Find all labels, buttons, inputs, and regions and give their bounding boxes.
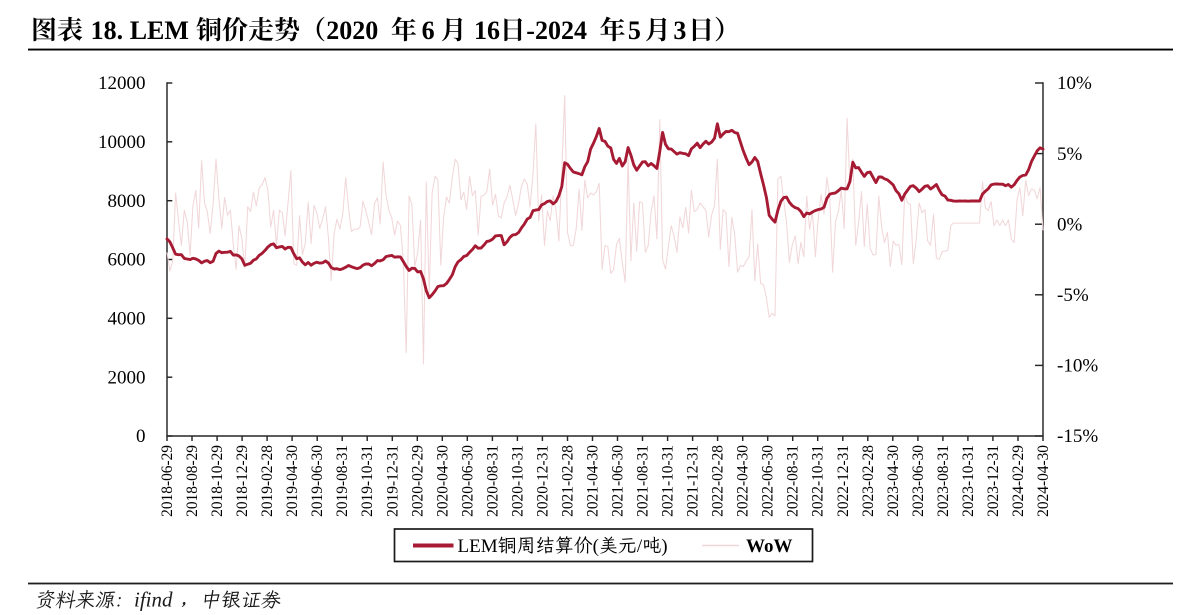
svg-text:0%: 0%	[1057, 214, 1083, 235]
svg-text:2021-06-30: 2021-06-30	[610, 445, 627, 517]
svg-text:2021-02-28: 2021-02-28	[560, 445, 577, 517]
svg-text:-10%: -10%	[1057, 356, 1098, 377]
svg-text:2020: 2020	[326, 16, 378, 45]
svg-text:2021-04-30: 2021-04-30	[585, 445, 602, 517]
svg-text:-5%: -5%	[1057, 285, 1089, 306]
svg-text:4000: 4000	[108, 309, 146, 330]
svg-text:12000: 12000	[98, 73, 146, 94]
svg-text:WoW: WoW	[746, 536, 792, 557]
svg-text:2021-10-31: 2021-10-31	[660, 445, 677, 517]
svg-text:LEM: LEM	[130, 16, 189, 45]
svg-text:2020-08-31: 2020-08-31	[484, 445, 501, 517]
svg-text:2022-10-31: 2022-10-31	[810, 445, 827, 517]
svg-text:8000: 8000	[108, 191, 146, 212]
svg-text:-15%: -15%	[1057, 426, 1098, 447]
svg-text:18.: 18.	[91, 16, 124, 45]
svg-text:2023-12-31: 2023-12-31	[985, 445, 1002, 517]
svg-text:2020-12-31: 2020-12-31	[534, 445, 551, 517]
svg-text:3: 3	[673, 16, 686, 45]
svg-text:2018-10-29: 2018-10-29	[209, 445, 226, 517]
svg-text:2024-04-30: 2024-04-30	[1035, 445, 1052, 517]
svg-text:-2024: -2024	[526, 16, 587, 45]
svg-text:(: (	[593, 536, 599, 557]
svg-text:0: 0	[136, 426, 146, 447]
svg-text:): )	[661, 536, 667, 557]
svg-text:2000: 2000	[108, 367, 146, 388]
svg-text:2019-12-31: 2019-12-31	[384, 445, 401, 517]
svg-text:2018-08-29: 2018-08-29	[184, 445, 201, 517]
svg-text:2019-02-28: 2019-02-28	[259, 445, 276, 517]
svg-text:2023-10-31: 2023-10-31	[960, 445, 977, 517]
svg-text:2021-08-31: 2021-08-31	[635, 445, 652, 517]
svg-text:2019-08-31: 2019-08-31	[334, 445, 351, 517]
svg-text:2023-08-31: 2023-08-31	[935, 445, 952, 517]
svg-text:2022-08-31: 2022-08-31	[785, 445, 802, 517]
svg-text:2020-04-30: 2020-04-30	[434, 445, 451, 517]
svg-text:6: 6	[422, 16, 435, 45]
svg-text:2018-06-29: 2018-06-29	[159, 445, 176, 517]
svg-text:2019-04-30: 2019-04-30	[284, 445, 301, 517]
svg-text:2023-04-30: 2023-04-30	[885, 445, 902, 517]
svg-text:2020-10-31: 2020-10-31	[509, 445, 526, 517]
svg-text:2022-04-30: 2022-04-30	[735, 445, 752, 517]
svg-text:2019-10-31: 2019-10-31	[359, 445, 376, 517]
svg-text:2024-02-29: 2024-02-29	[1010, 445, 1027, 517]
svg-text:2018-12-29: 2018-12-29	[234, 445, 251, 517]
svg-text:6000: 6000	[108, 250, 146, 271]
svg-text:2023-02-28: 2023-02-28	[860, 445, 877, 517]
svg-text:2022-02-28: 2022-02-28	[710, 445, 727, 517]
svg-text:2023-06-30: 2023-06-30	[910, 445, 927, 517]
svg-text:LEM: LEM	[458, 536, 498, 557]
svg-text:ifind: ifind	[134, 588, 173, 612]
svg-text:2020-06-30: 2020-06-30	[459, 445, 476, 517]
svg-text:10%: 10%	[1057, 73, 1092, 94]
svg-text:2021-12-31: 2021-12-31	[685, 445, 702, 517]
svg-text:2019-06-30: 2019-06-30	[309, 445, 326, 517]
svg-text:10000: 10000	[98, 132, 146, 153]
svg-text:2022-12-31: 2022-12-31	[835, 445, 852, 517]
svg-text:2022-06-30: 2022-06-30	[760, 445, 777, 517]
svg-text:/: /	[637, 536, 643, 557]
svg-text:5%: 5%	[1057, 144, 1083, 165]
svg-text:2020-02-29: 2020-02-29	[409, 445, 426, 517]
svg-text:5: 5	[628, 16, 641, 45]
svg-text:16: 16	[474, 16, 500, 45]
